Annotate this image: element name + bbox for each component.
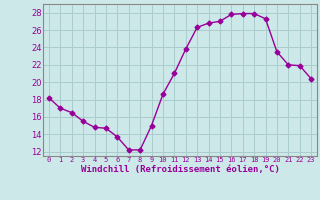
X-axis label: Windchill (Refroidissement éolien,°C): Windchill (Refroidissement éolien,°C): [81, 165, 279, 174]
